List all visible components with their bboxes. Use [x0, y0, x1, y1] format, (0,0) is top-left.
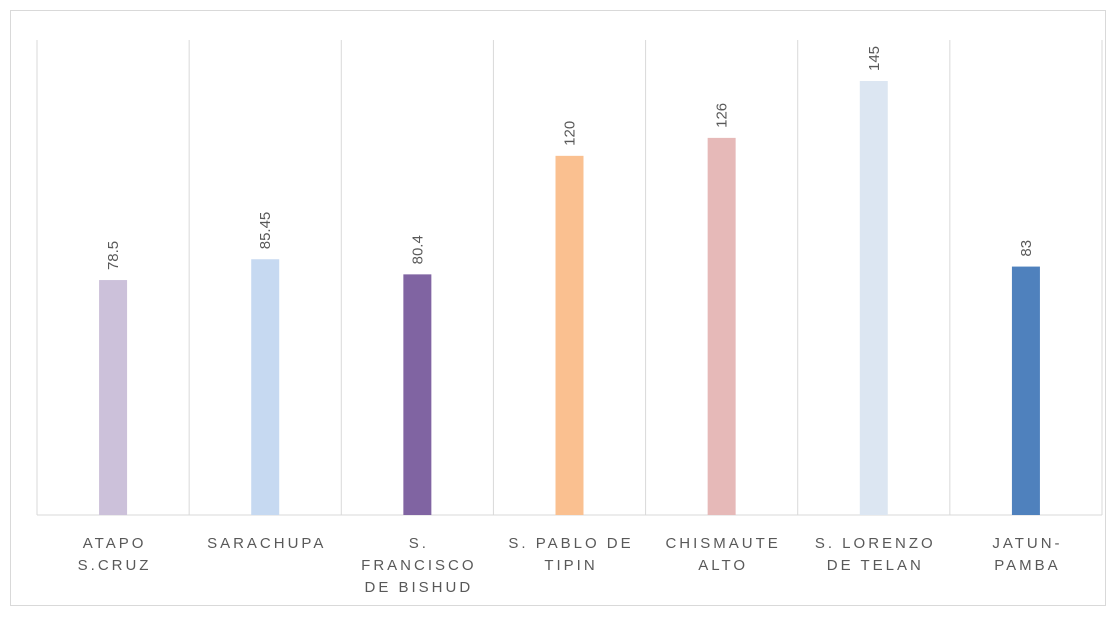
category-tick-label: S. LORENZO — [815, 535, 936, 552]
data-label: 120 — [562, 121, 579, 146]
data-label: 145 — [866, 46, 883, 71]
data-label: 85.45 — [257, 212, 274, 250]
data-label: 83 — [1018, 240, 1035, 257]
bar — [1011, 266, 1040, 515]
data-label: 80.4 — [409, 235, 426, 264]
data-label: 126 — [714, 103, 731, 128]
data-labels: 78.5 85.45 80.4 120 126 145 83 — [105, 46, 1035, 270]
category-tick-label: JATUN- — [992, 535, 1062, 552]
category-tick-label: S.CRUZ — [78, 557, 152, 574]
category-tick-label: ALTO — [698, 557, 748, 574]
category-tick-label: FRANCISCO — [361, 557, 476, 574]
category-tick-label: TIPIN — [544, 557, 597, 574]
bar — [555, 155, 584, 515]
bar — [403, 274, 432, 515]
category-tick-label: DE BISHUD — [365, 579, 474, 596]
bars — [99, 81, 1040, 515]
bar — [707, 137, 736, 515]
category-tick-label: S. — [409, 535, 429, 552]
data-label: 78.5 — [105, 241, 122, 270]
category-tick-label: SARACHUPA — [207, 535, 326, 552]
category-tick-label: ATAPO — [83, 535, 147, 552]
category-tick-labels: ATAPO S.CRUZ SARACHUPA S. FRANCISCO DE BISHUD… — [78, 535, 1062, 596]
category-tick-label: S. PABLO DE — [508, 535, 633, 552]
category-tick-label: CHISMAUTE — [665, 535, 780, 552]
category-tick-label: DE TELAN — [827, 557, 924, 574]
bar — [859, 81, 888, 515]
category-tick-label: PAMBA — [994, 557, 1060, 574]
bar — [99, 280, 128, 515]
bar — [251, 259, 280, 515]
